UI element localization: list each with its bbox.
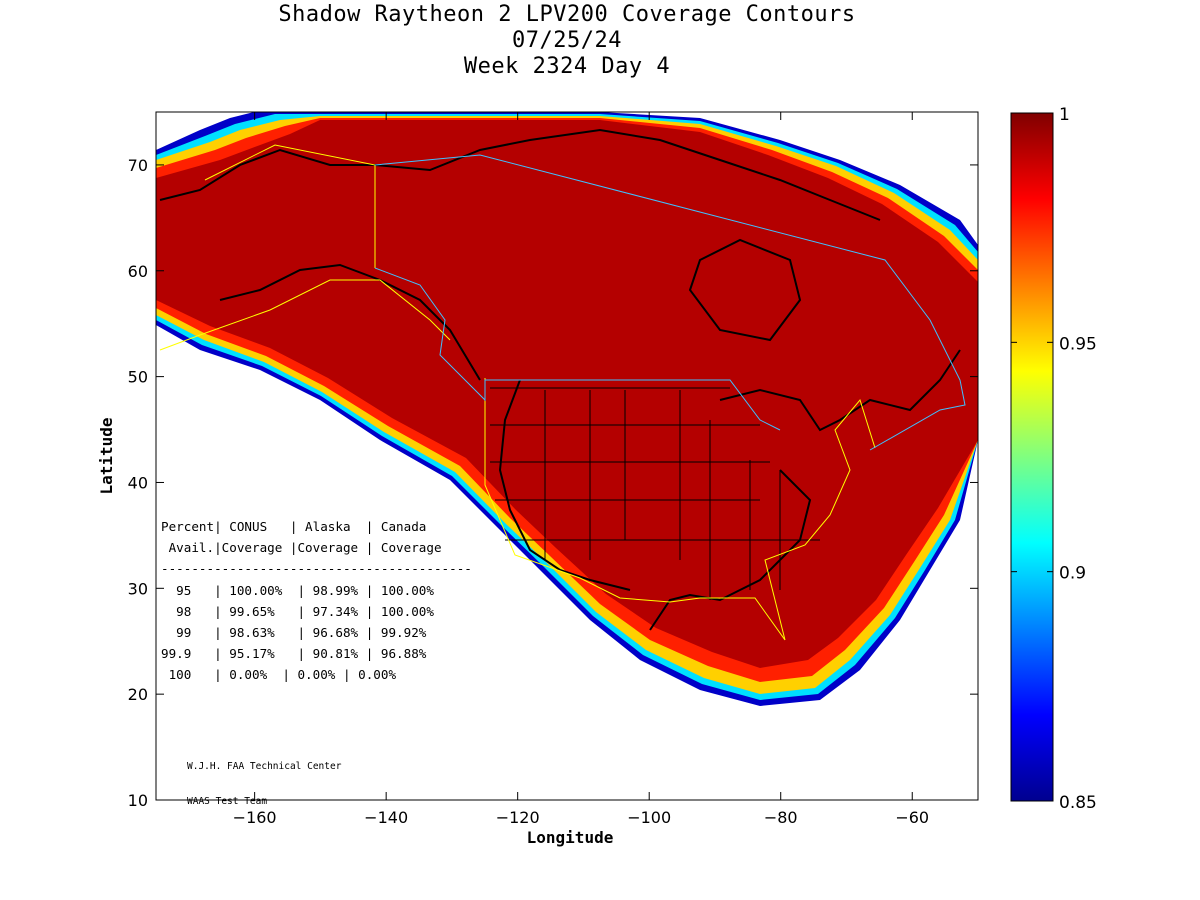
x-tick-label: −160	[233, 808, 277, 827]
plot-frame	[155, 111, 979, 801]
x-tick-label: −60	[895, 808, 929, 827]
x-axis-label: Longitude	[527, 828, 614, 847]
coastline	[159, 128, 961, 631]
contour-100	[156, 120, 978, 668]
canada-boundary	[374, 154, 966, 451]
y-tick-label: 70	[128, 156, 148, 175]
table-line: 95 | 100.00% | 98.99% | 100.00%	[161, 582, 434, 598]
coverage-table: Percent| CONUS | Alaska | Canada Avail.|…	[161, 516, 472, 686]
table-line: Percent| CONUS | Alaska | Canada	[161, 519, 427, 534]
chart-date: 07/25/24	[512, 28, 622, 53]
y-tick-label: 20	[128, 685, 148, 704]
region-boundaries	[159, 144, 876, 641]
colorbar-ticks: 0.85 0.9 0.95 1	[1011, 105, 1097, 813]
map-borders	[159, 128, 966, 641]
table-line: 100 | 0.00% | 0.00% | 0.00%	[161, 667, 397, 683]
y-tick-label: 30	[128, 579, 148, 598]
chart-title: Shadow Raytheon 2 LPV200 Coverage Contou…	[278, 2, 856, 27]
y-tick-label: 40	[128, 473, 148, 492]
y-tick-label: 50	[128, 368, 148, 387]
credit-text: W.J.H. FAA Technical Center WAAS Test Te…	[187, 738, 341, 819]
y-tick-label: 10	[128, 791, 148, 810]
colorbar-tick-label: 0.9	[1059, 564, 1086, 584]
axis-ticks: −160 −140 −120 −100 −80 −60 10 20 30 40 50 60 70	[128, 112, 978, 827]
credit-line-1: W.J.H. FAA Technical Center	[187, 761, 342, 772]
x-tick-label: −120	[496, 808, 540, 827]
colorbar-tick-label: 0.95	[1059, 334, 1097, 354]
x-tick-label: −140	[364, 808, 408, 827]
chart-week: Week 2324 Day 4	[463, 54, 671, 79]
table-line: 99.9 | 95.17% | 90.81% | 96.88%	[161, 646, 427, 662]
table-line: ----------------------------------------…	[161, 561, 472, 577]
y-axis-label: Latitude	[97, 417, 116, 494]
colorbar	[1010, 112, 1054, 802]
credit-line-2: WAAS Test Team	[187, 795, 268, 807]
x-tick-label: −100	[627, 808, 671, 827]
table-line: 99 | 98.63% | 96.68% | 99.92%	[161, 625, 427, 641]
y-tick-label: 60	[128, 262, 148, 281]
colorbar-tick-label: 0.85	[1059, 793, 1097, 813]
x-tick-label: −80	[764, 808, 798, 827]
state-boundaries	[490, 387, 820, 600]
table-line: 98 | 99.65% | 97.34% | 100.00%	[161, 603, 434, 619]
table-line: Avail.|Coverage |Coverage | Coverage	[161, 540, 442, 556]
colorbar-tick-label: 1	[1059, 105, 1070, 125]
